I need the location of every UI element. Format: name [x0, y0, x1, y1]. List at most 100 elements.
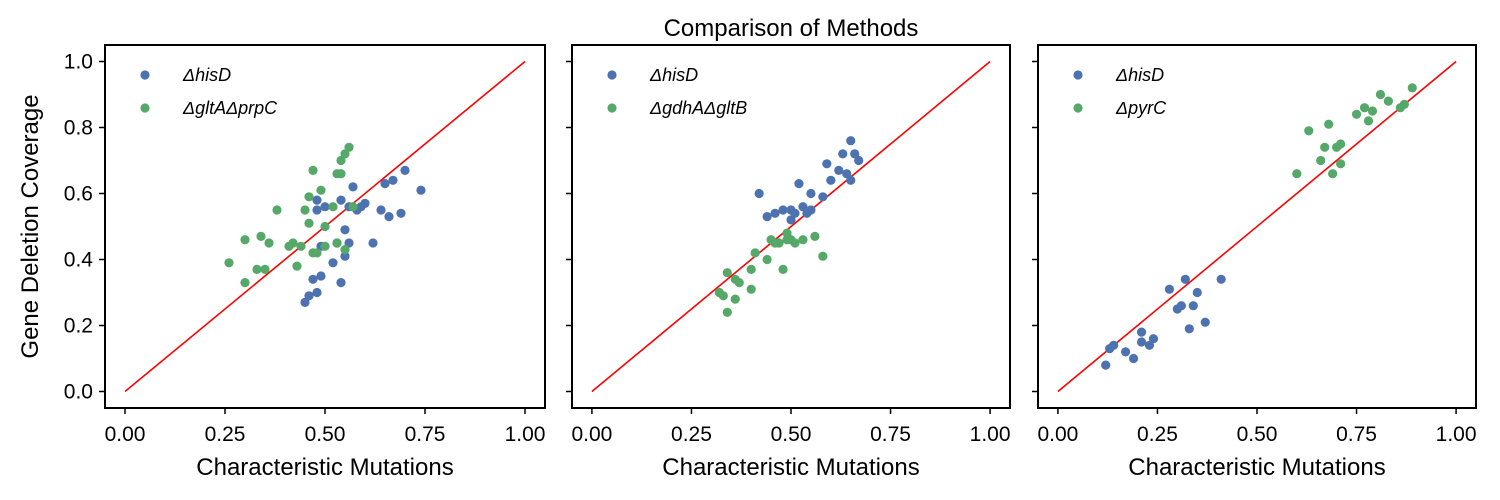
data-point: [842, 169, 852, 179]
data-point: [1109, 340, 1119, 350]
data-point: [746, 284, 756, 294]
data-point: [396, 208, 406, 218]
x-tick-label: 0.75: [405, 423, 446, 446]
data-point: [1304, 126, 1314, 136]
legend-label: ΔhisD: [1115, 65, 1164, 85]
x-tick-label: 0.25: [1137, 423, 1178, 446]
legend-marker: [140, 70, 150, 80]
data-point: [304, 291, 314, 301]
data-point: [762, 254, 772, 265]
y-axis-label: Gene Deletion Coverage: [17, 94, 44, 358]
data-point: [316, 271, 326, 281]
legend-marker: [607, 70, 617, 80]
legend-label: ΔhisD: [649, 65, 698, 85]
x-tick-label: 0.50: [771, 423, 812, 446]
data-point: [854, 155, 864, 166]
data-point: [1320, 142, 1330, 152]
data-point: [770, 208, 780, 218]
data-point: [312, 195, 322, 205]
data-point: [320, 241, 330, 251]
data-point: [1328, 169, 1338, 179]
data-point: [818, 251, 828, 261]
data-point: [722, 307, 732, 317]
data-point: [224, 258, 234, 268]
y-tick-label: 0.6: [64, 183, 93, 206]
data-point: [1184, 324, 1194, 334]
x-tick-label: 1.00: [1436, 423, 1477, 446]
data-point: [400, 165, 410, 175]
x-tick-label: 1.00: [970, 423, 1011, 446]
data-point: [778, 205, 788, 215]
data-point: [296, 241, 306, 251]
x-tick-label: 0.75: [870, 423, 911, 446]
legend-label: ΔhisD: [182, 65, 231, 85]
series-b: [1292, 83, 1417, 179]
panel-2: 0.00 0.25 0.50 0.75 1.00 Characteristic Mutat…: [566, 44, 1011, 481]
data-point: [292, 261, 302, 271]
data-point: [1180, 274, 1190, 284]
y-tick-label: 1.0: [64, 51, 93, 74]
data-point: [336, 169, 346, 179]
data-point: [850, 149, 860, 159]
data-point: [846, 136, 856, 146]
data-point: [340, 149, 350, 159]
y-tick-label: 0.8: [64, 117, 93, 140]
data-point: [806, 205, 816, 215]
data-point: [260, 264, 270, 274]
x-tick-label: 0.00: [105, 423, 146, 446]
data-point: [308, 274, 318, 284]
data-point: [1216, 274, 1226, 284]
x-tick-label: 0.50: [305, 423, 346, 446]
data-point: [320, 202, 330, 212]
data-point: [1101, 360, 1111, 370]
data-point: [1359, 103, 1370, 113]
legend-marker: [1073, 70, 1083, 80]
data-point: [1383, 96, 1393, 106]
data-point: [264, 238, 274, 248]
panel-1: 0.00 0.25 0.50 0.75 1.00 0.0 0.2 0.4 0.6 0.8 1.0 Ch…: [17, 44, 546, 481]
data-point: [368, 238, 378, 248]
data-point: [360, 198, 370, 208]
data-point: [718, 291, 728, 301]
panel-3: 0.00 0.25 0.50 0.75 1.00 Characteristic Mutat…: [1032, 44, 1477, 481]
data-point: [380, 179, 390, 189]
data-point: [240, 235, 250, 245]
x-axis-label: Characteristic Mutations: [196, 454, 453, 481]
data-point: [750, 248, 760, 258]
data-point: [722, 268, 732, 278]
data-point: [272, 205, 282, 215]
data-point: [1316, 155, 1326, 166]
data-point: [312, 248, 322, 258]
data-point: [1164, 284, 1174, 294]
data-point: [340, 245, 350, 255]
data-point: [746, 264, 756, 274]
data-point: [348, 202, 358, 212]
data-point: [794, 179, 804, 189]
data-point: [328, 258, 338, 268]
legend-marker: [607, 103, 617, 113]
data-point: [790, 208, 800, 218]
data-point: [762, 212, 772, 222]
data-point: [384, 212, 394, 222]
reference-line: [591, 60, 991, 393]
data-point: [810, 231, 820, 241]
panels: 0.00 0.25 0.50 0.75 1.00 0.0 0.2 0.4 0.6 0.8 1.0 Ch…: [17, 44, 1477, 481]
data-point: [822, 159, 832, 169]
data-point: [340, 225, 350, 235]
data-point: [1148, 334, 1159, 344]
x-tick-label: 0.00: [571, 423, 612, 446]
data-point: [416, 185, 426, 195]
data-point: [348, 182, 358, 192]
data-point: [790, 238, 800, 248]
series-b: [714, 228, 828, 317]
data-point: [754, 188, 764, 199]
y-tick-label: 0.2: [64, 315, 93, 338]
data-point: [336, 278, 346, 288]
data-point: [300, 297, 310, 307]
x-tick-label: 0.50: [1237, 423, 1278, 446]
data-point: [1200, 317, 1210, 327]
data-point: [332, 238, 342, 248]
data-point: [1367, 106, 1378, 116]
data-point: [1336, 139, 1346, 149]
